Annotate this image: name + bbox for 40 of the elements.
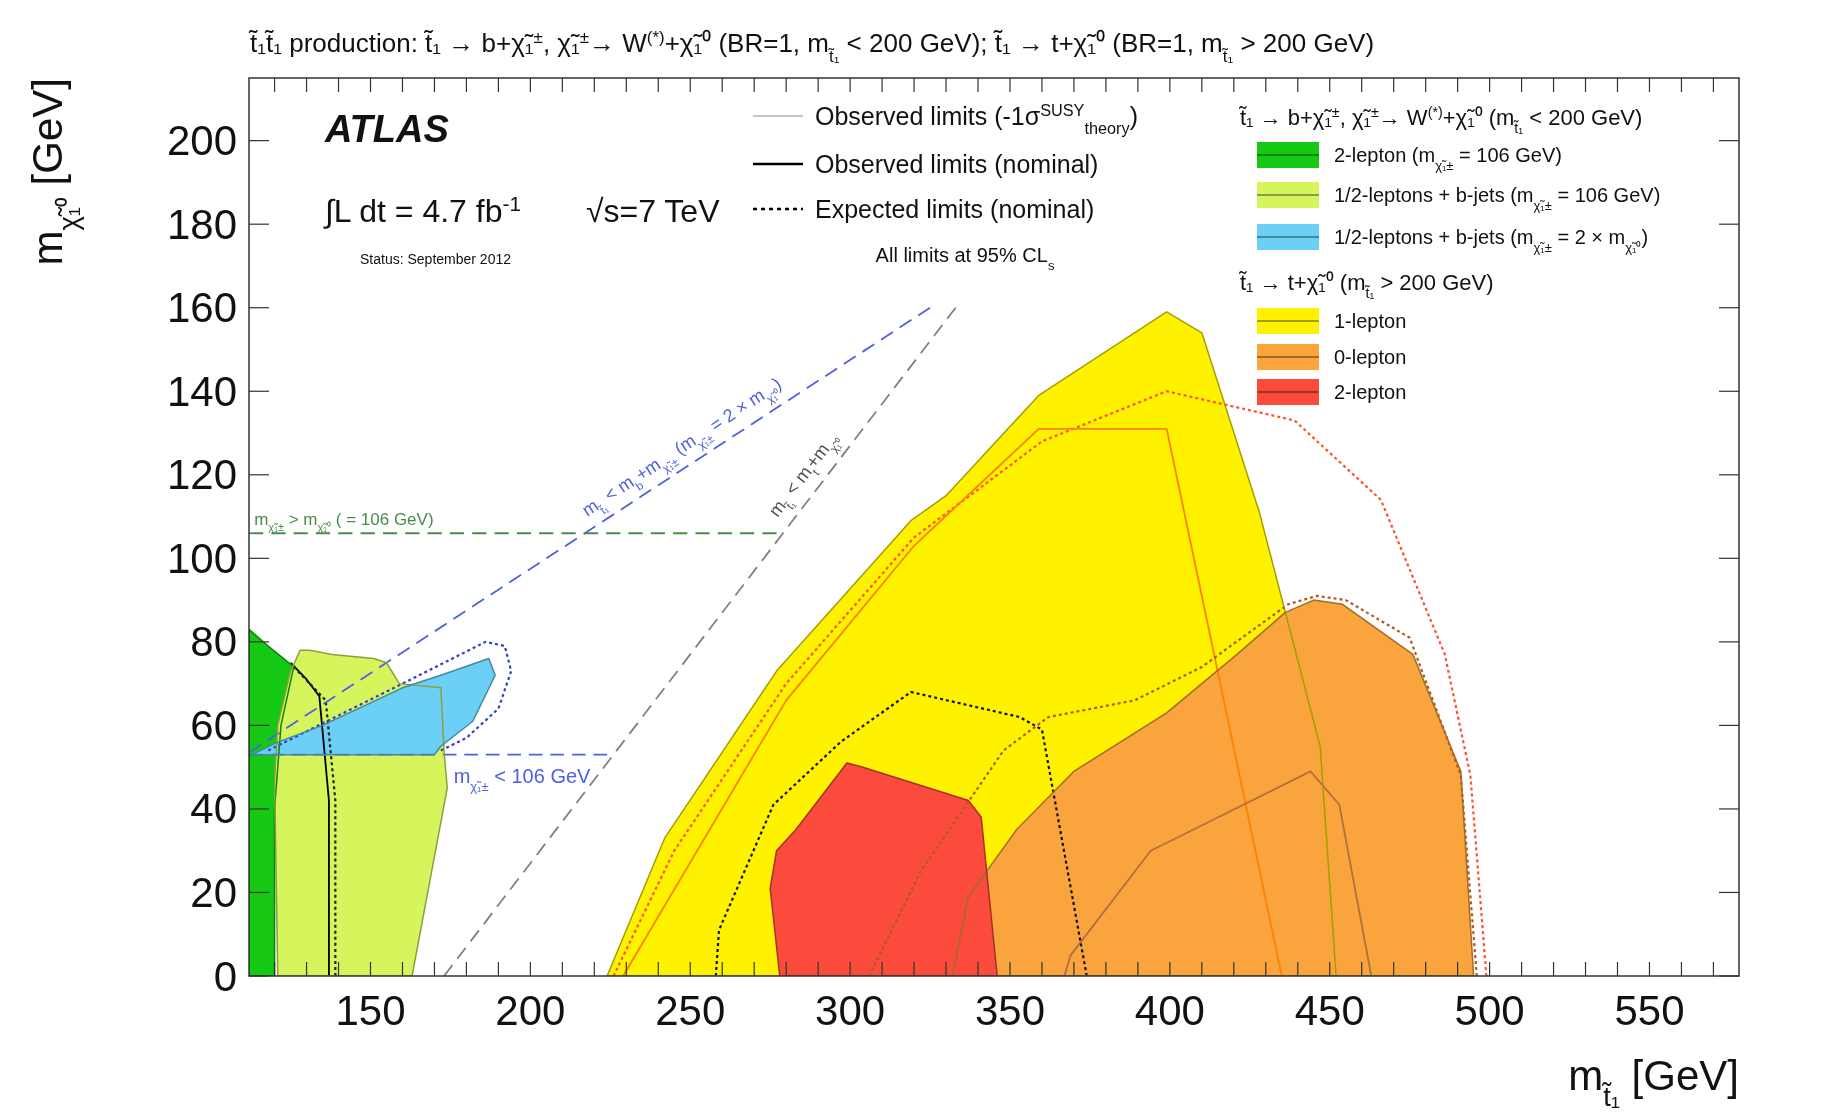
y-tick-label: 60 — [190, 701, 237, 749]
y-tick-label: 80 — [190, 618, 237, 666]
y-tick-label: 180 — [166, 200, 237, 248]
annotation: Status: September 2012 — [360, 251, 512, 267]
legend-label: 1/2-leptons + b-jets (m$_{χ̃₁±}$ = 2 × m$_{χ̃₁⁰}$) — [1334, 226, 1649, 255]
annotation: ATLAS — [324, 108, 449, 150]
x-tick-label: 400 — [1134, 986, 1205, 1034]
y-tick-label: 40 — [190, 785, 237, 833]
legend-label: 2-lepton — [1334, 381, 1407, 403]
text: t̃₁ → b+χ̃₁$^{±}$, χ̃₁$^{±}$→ W$^{(*)}$+χ̃₁⁰ (m$_{t̃₁}$ < 200 GeV) — [1240, 104, 1643, 136]
annotation: t̃₁ → t+χ̃₁⁰ (m$_{t̃₁}$ > 200 GeV) — [1238, 270, 1494, 301]
legend-label: 1-lepton — [1334, 310, 1407, 332]
x-tick-label: 450 — [1294, 986, 1365, 1034]
legend-label: 1/2-leptons + b-jets (m$_{χ̃₁±}$ = 106 GeV) — [1334, 184, 1661, 213]
x-tick-label: 550 — [1614, 986, 1685, 1034]
annotation: All limits at 95% CL$_{s}$ — [875, 244, 1055, 273]
y-tick-label: 0 — [213, 952, 237, 1000]
y-tick-label: 100 — [166, 534, 237, 582]
x-axis-title: m$_{t̃₁}$ [GeV] — [1568, 1052, 1739, 1112]
annotation: √s=7 TeV — [586, 193, 721, 229]
annotation: ∫L dt = 4.7 fb$^{-1}$ — [323, 191, 521, 229]
annotation: Observed limits (-1σ$^{SUSY}$$_{theory}$) — [815, 101, 1138, 137]
annotation: m$_{χ̃₁±}$ > m$_{χ̃₁⁰}$ ( = 106 GeV) — [254, 510, 434, 534]
chart-title: t̃₁t̃₁ production: t̃₁ → b+χ̃₁$^{±}$, χ̃₁$^{±}$→ W$^{(*)}$+χ̃₁⁰ (BR=1, m$_{t̃₁}$ < 200 GeV); t̃₁ → t+χ̃₁⁰ (BR=1, m$_{t̃₁}$ > 200 GeV) — [250, 27, 1375, 66]
y-tick-label: 140 — [166, 367, 237, 415]
x-tick-label: 250 — [655, 986, 726, 1034]
legend-label: 0-lepton — [1334, 346, 1407, 368]
y-tick-label: 160 — [166, 284, 237, 332]
annotation: Observed limits (nominal) — [815, 150, 1099, 178]
x-tick-label: 350 — [974, 986, 1046, 1034]
x-tick-label: 200 — [495, 986, 566, 1034]
x-tick-label: 500 — [1454, 986, 1525, 1034]
legend-label: 2-lepton (m$_{χ̃₁±}$ = 106 GeV) — [1334, 144, 1562, 173]
annotation: Expected limits (nominal) — [815, 195, 1095, 223]
x-tick-label: 300 — [815, 986, 886, 1034]
y-tick-label: 200 — [166, 117, 237, 165]
y-tick-label: 120 — [166, 451, 237, 499]
y-tick-label: 20 — [190, 868, 237, 916]
annotation: m$_{χ̃₁±}$ < 106 GeV — [453, 764, 592, 794]
x-tick-label: 150 — [335, 986, 406, 1034]
